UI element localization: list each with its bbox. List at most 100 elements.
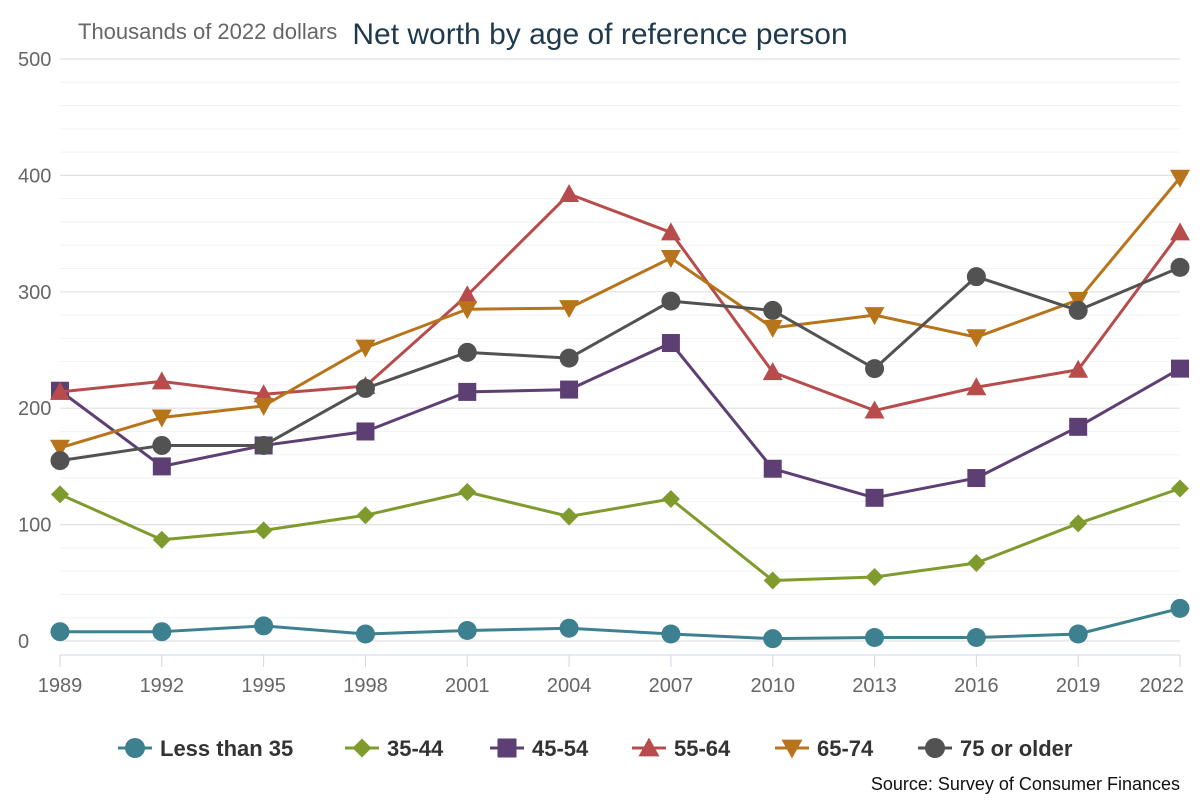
series-75-or-older [50,257,1190,471]
x-tick-label: 2022 [1140,675,1185,697]
series-group [50,169,1190,649]
data-point-35-44 [1171,479,1189,498]
series-less-than-35 [50,598,1190,649]
data-point-75-or-older [763,300,783,320]
data-point-65-74 [457,301,478,320]
x-tick-label: 2013 [852,675,897,697]
y-tick-label: 300 [18,282,51,304]
legend-label: Less than 35 [160,736,293,761]
data-point-65-74 [559,300,580,319]
y-tick-label: 500 [18,49,51,71]
data-point-65-74 [966,329,987,348]
data-point-45-54 [1069,417,1088,436]
legend-item-75-or-older[interactable]: 75 or older [918,736,1073,761]
legend-label: 55-64 [674,736,731,761]
data-point-less-than-35 [661,624,681,644]
data-point-45-54 [1171,359,1189,378]
legend-item-55-64[interactable]: 55-64 [632,736,731,761]
y-tick-label: 400 [18,165,51,187]
data-point-45-54 [661,334,680,353]
data-point-less-than-35 [865,628,885,648]
legend-item-45-54[interactable]: 45-54 [490,736,589,761]
series-line-45-54 [59,341,1181,500]
data-point-45-54 [458,382,477,401]
data-point-less-than-35 [152,622,172,642]
data-point-65-74 [355,339,376,358]
data-point-55-64 [253,384,274,403]
series-45-54 [51,334,1189,507]
data-point-35-44 [51,485,69,504]
data-point-65-74 [660,250,681,269]
y-axis-tick-labels: 0 100 200 300 400 500 [18,49,51,653]
data-point-less-than-35 [457,621,477,641]
data-point-55-64 [762,362,783,381]
data-point-65-74 [253,397,274,416]
data-point-55-64 [1068,359,1089,378]
data-point-45-54 [967,469,986,488]
data-point-55-64 [660,222,681,241]
y-tick-label: 100 [18,515,51,537]
x-tick-label: 1995 [241,675,286,697]
data-point-55-64 [559,184,580,203]
data-point-35-44 [865,567,884,586]
data-point-55-64 [151,371,172,390]
data-point-55-64 [457,285,478,304]
data-point-75-or-older [1068,300,1088,320]
x-tick-label: 2016 [954,675,999,697]
series-line-55-64 [59,192,1182,413]
data-point-75-or-older [865,359,885,379]
data-point-less-than-35 [1170,598,1190,618]
data-point-35-44 [356,506,375,525]
series-line-65-74 [59,176,1182,450]
data-point-65-74 [762,319,783,338]
legend-label: 35-44 [387,736,444,761]
data-point-55-64 [864,400,885,419]
data-point-45-54 [763,459,782,478]
data-point-35-44 [152,530,171,549]
legend-item-less-than-35[interactable]: Less than 35 [118,736,293,761]
data-point-35-44 [254,521,273,540]
x-axis-ticks: 1989 1992 1995 1998 2001 2004 2007 2010 2013 2016… [38,655,1184,697]
legend: Less than 35 35-44 45-54 55-64 65-74 75 or ol… [118,736,1073,761]
data-point-35-44 [1069,514,1088,533]
gridlines [60,58,1180,642]
x-tick-label: 2001 [445,675,490,697]
y-axis-units-label: Thousands of 2022 dollars [78,19,337,44]
legend-marker [638,737,660,757]
x-tick-label: 1992 [140,675,185,697]
data-point-45-54 [356,422,375,441]
x-tick-label: 2004 [547,675,592,697]
series-line-35-44 [59,487,1181,582]
data-point-75-or-older [1170,257,1190,277]
data-point-55-64 [50,381,70,400]
legend-item-65-74[interactable]: 65-74 [775,736,874,761]
data-point-45-54 [560,380,579,399]
legend-marker [781,739,803,759]
legend-item-35-44[interactable]: 35-44 [345,736,444,761]
data-point-35-44 [458,483,477,502]
data-point-65-74 [864,307,885,326]
data-point-65-74 [151,409,172,428]
series-line-75-or-older [59,265,1181,463]
data-point-65-74 [1170,169,1190,188]
y-tick-label: 0 [18,631,29,653]
data-point-75-or-older [50,451,70,471]
data-point-75-or-older [152,435,172,455]
x-tick-label: 2007 [649,675,694,697]
data-point-75-or-older [966,267,986,287]
legend-marker [925,738,945,758]
x-tick-label: 1989 [38,675,83,697]
data-point-75-or-older [559,348,579,368]
data-point-less-than-35 [254,616,274,636]
data-point-65-74 [50,439,70,458]
x-tick-label: 2010 [750,675,795,697]
x-tick-label: 1998 [343,675,388,697]
data-point-75-or-older [661,291,681,311]
series-35-44 [51,479,1189,590]
legend-label: 75 or older [960,736,1073,761]
x-tick-label: 2019 [1056,675,1101,697]
data-point-less-than-35 [1068,624,1088,644]
series-55-64 [50,184,1190,419]
data-point-less-than-35 [763,629,783,649]
